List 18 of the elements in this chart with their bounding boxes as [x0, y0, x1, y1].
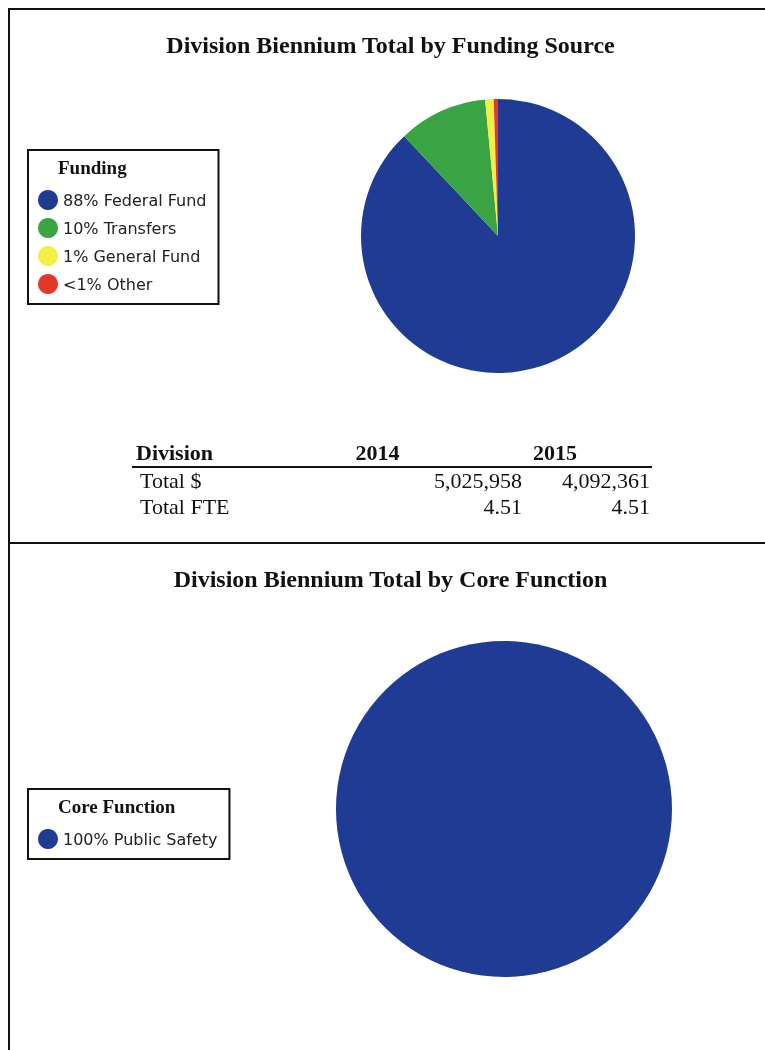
legend-title: Funding: [58, 157, 128, 178]
text: 4.51: [482, 494, 522, 520]
legend-label: 1% General Fund: [63, 246, 201, 266]
chart-title: Division Biennium Total by Core Function: [173, 566, 608, 592]
legend-label: 100% Public Safety: [63, 829, 218, 849]
text: 5,025,958: [433, 468, 522, 494]
text: 4,092,361: [561, 468, 650, 494]
legend-label: 10% Transfers: [63, 218, 177, 238]
text: Total FTE: [140, 494, 231, 520]
text: Division: [136, 440, 215, 466]
legend-title: Core Function: [58, 796, 176, 817]
legend-label: 88% Federal Fund: [63, 190, 207, 210]
text: 2014: [355, 440, 401, 466]
legend-label: <1% Other: [63, 274, 153, 294]
text: 2015: [531, 440, 578, 466]
text: 4.51: [610, 494, 650, 520]
text: Total $: [140, 468, 203, 494]
chart-title: Division Biennium Total by Funding Source: [166, 32, 616, 58]
